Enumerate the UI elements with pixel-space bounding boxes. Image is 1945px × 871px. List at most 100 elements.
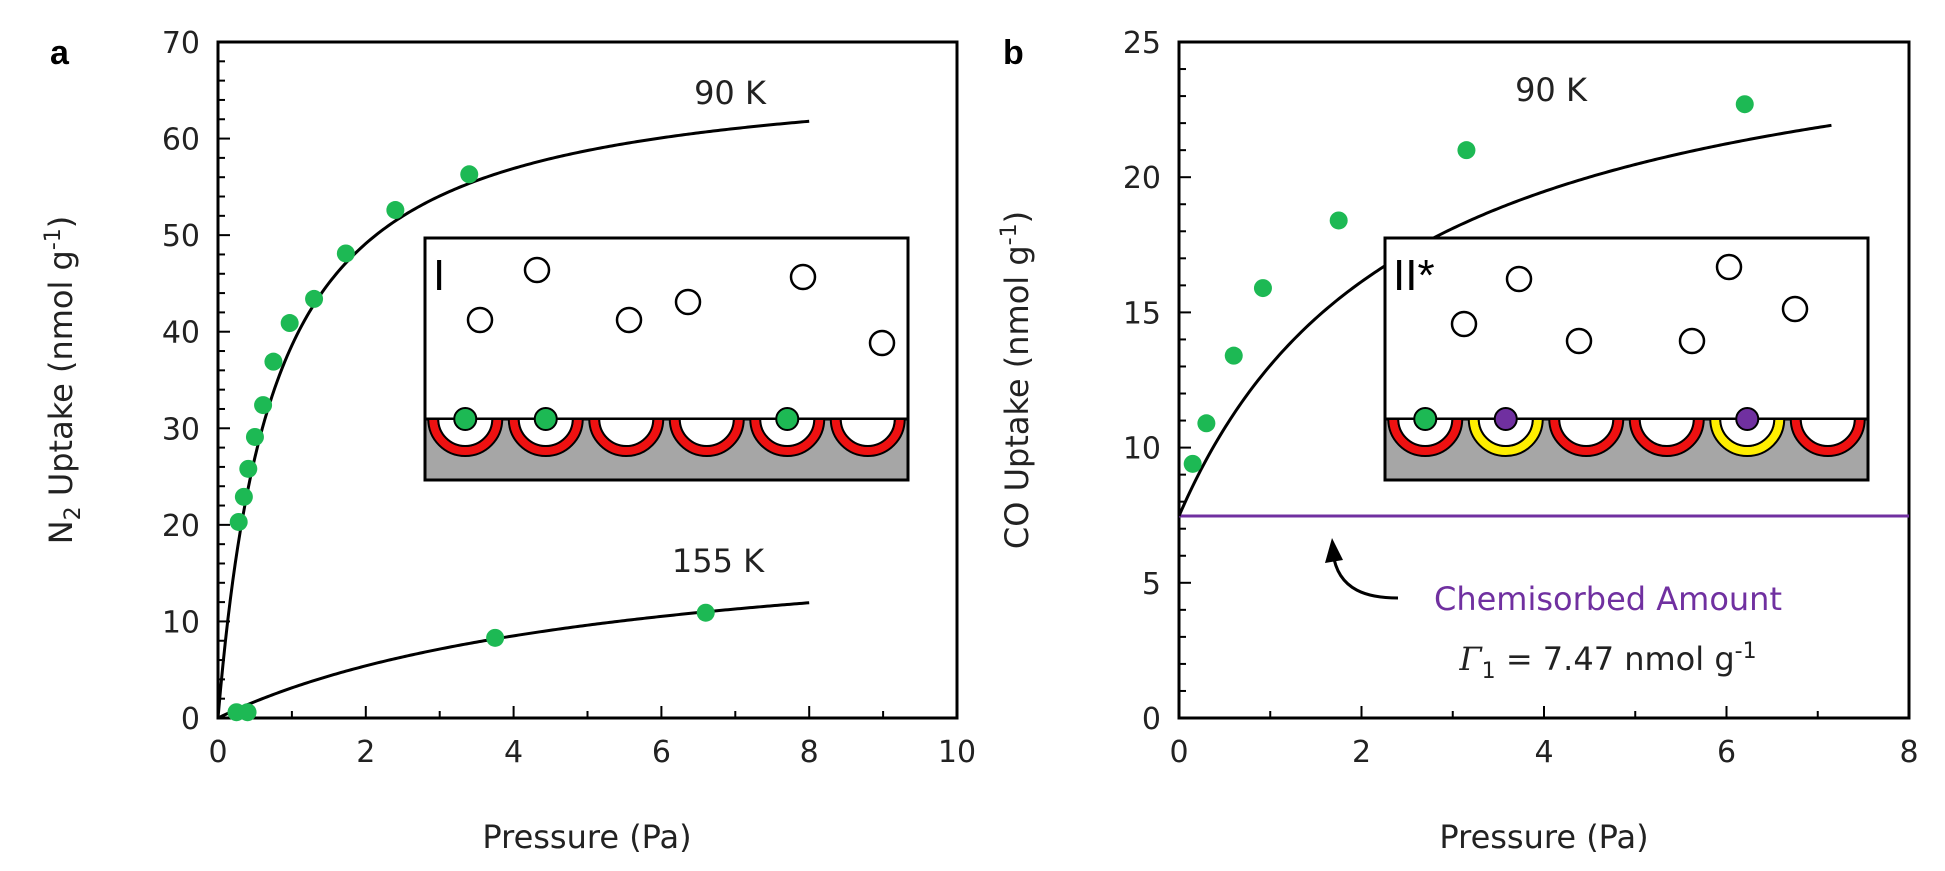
gas-molecule xyxy=(868,329,896,357)
x-tick-label: 6 xyxy=(652,735,671,770)
gas-molecule xyxy=(1715,253,1743,281)
x-tick-label: 4 xyxy=(1534,735,1553,770)
gas-molecule xyxy=(615,306,643,334)
bound-molecule xyxy=(1735,407,1760,431)
chemisorbed-amount-value: Γ1 = 7.47 nmol g-1 xyxy=(1458,639,1756,684)
data-point xyxy=(1224,346,1243,365)
gas-molecule xyxy=(1678,327,1706,355)
y-tick-label: 10 xyxy=(162,605,200,640)
y-tick-label: 10 xyxy=(1123,432,1161,467)
data-point xyxy=(1457,141,1476,160)
site-cavity xyxy=(1558,418,1615,447)
data-point xyxy=(336,244,355,263)
y-tick-label: 60 xyxy=(162,123,200,158)
y-tick-label: 20 xyxy=(1123,161,1161,196)
data-point xyxy=(264,352,283,371)
site-cavity xyxy=(437,418,494,447)
panel-b: b 0 2 4 6 8 0 5 10 15 20 25 Pressure (Pa) CO Uptak… xyxy=(997,26,1919,856)
gas-molecule xyxy=(674,288,702,316)
x-tick-label: 0 xyxy=(1169,735,1188,770)
data-point xyxy=(460,165,479,184)
y-tick-label: 5 xyxy=(1142,567,1161,602)
data-point xyxy=(1197,414,1216,433)
gas-molecule xyxy=(1450,310,1478,338)
bound-molecule xyxy=(1493,407,1518,431)
bound-molecule xyxy=(1413,407,1438,431)
gas-molecule xyxy=(1781,295,1809,323)
site-cavity xyxy=(1638,418,1695,447)
data-point xyxy=(238,703,257,722)
x-tick-label: 0 xyxy=(208,735,227,770)
y-tick-label: 25 xyxy=(1123,26,1161,61)
site-cavity xyxy=(1719,418,1776,447)
data-point xyxy=(239,459,258,478)
data-point xyxy=(280,314,299,333)
data-point xyxy=(1735,95,1754,114)
panel-b-fit-curves xyxy=(1177,123,1832,517)
gas-molecule xyxy=(789,263,817,291)
y-tick-label: 50 xyxy=(162,219,200,254)
site-cavity xyxy=(517,418,574,447)
inset-b-sites xyxy=(1387,407,1866,457)
inset-a-border xyxy=(423,236,910,482)
x-tick-label: 2 xyxy=(1352,735,1371,770)
annotation-arrow xyxy=(1331,552,1399,600)
y-tick-label: 0 xyxy=(181,702,200,737)
data-point xyxy=(1329,211,1348,230)
panel-b-axes: 0 2 4 6 8 0 5 10 15 20 25 xyxy=(1123,26,1919,770)
panel-a-axes: 0 2 4 6 8 10 0 10 20 30 40 50 60 70 xyxy=(162,26,976,770)
y-tick-label: 40 xyxy=(162,316,200,351)
y-tick-label: 70 xyxy=(162,26,200,61)
series-label-co-90k: 90 K xyxy=(1515,71,1588,109)
inset-b-label: II* xyxy=(1393,251,1435,300)
panel-a-inset-schematic: I xyxy=(423,236,910,482)
data-point xyxy=(1253,279,1272,298)
panel-a-letter: a xyxy=(50,34,70,72)
annotation-arrowhead xyxy=(1325,538,1343,563)
x-tick-label: 10 xyxy=(938,735,976,770)
data-point xyxy=(234,487,253,506)
panel-a-y-axis-title: N2 Uptake (nmol g-1) xyxy=(41,216,86,545)
y-tick-label: 20 xyxy=(162,509,200,544)
data-point xyxy=(305,289,324,308)
panel-b-y-axis-title: CO Uptake (nmol g-1) xyxy=(997,211,1036,549)
inset-a-gas-molecules xyxy=(466,256,896,357)
inset-a-sites xyxy=(427,407,906,457)
data-point xyxy=(229,512,248,531)
site-cavity xyxy=(759,418,816,447)
panel-a-data-points xyxy=(227,165,715,722)
x-tick-label: 6 xyxy=(1717,735,1736,770)
series-label-155k: 155 K xyxy=(672,542,765,580)
inset-a-surface xyxy=(425,419,908,480)
y-tick-label: 15 xyxy=(1123,296,1161,331)
x-tick-label: 4 xyxy=(504,735,523,770)
site-cavity xyxy=(598,418,655,447)
gas-molecule xyxy=(1505,265,1533,293)
chemisorbed-amount-title: Chemisorbed Amount xyxy=(1434,580,1782,618)
site-cavity xyxy=(678,418,735,447)
fit-curve-0 xyxy=(1177,123,1832,517)
panel-b-letter: b xyxy=(1003,34,1024,72)
bound-molecule xyxy=(533,407,558,431)
y-tick-label: 0 xyxy=(1142,702,1161,737)
inset-b-surface xyxy=(1385,419,1868,480)
y-tick-label: 30 xyxy=(162,412,200,447)
panel-a: a 0 2 4 6 8 10 0 10 20 30 40 50 60 70 Pressure (Pa) N… xyxy=(41,26,976,856)
site-cavity xyxy=(1799,418,1856,447)
x-tick-label: 8 xyxy=(1899,735,1918,770)
gas-molecule xyxy=(466,306,494,334)
panel-b-inset-schematic: II* xyxy=(1383,236,1870,482)
panel-b-data-points xyxy=(1183,95,1754,473)
panel-b-x-axis-title: Pressure (Pa) xyxy=(1439,818,1648,856)
fit-curve-1 xyxy=(217,601,810,720)
data-point xyxy=(696,603,715,622)
data-point xyxy=(1183,454,1202,473)
data-point xyxy=(245,427,264,446)
bound-molecule xyxy=(775,407,800,431)
site-cavity xyxy=(1397,418,1454,447)
gas-molecule xyxy=(523,256,551,284)
site-cavity xyxy=(1477,418,1534,447)
gas-molecule xyxy=(1565,327,1593,355)
series-label-90k: 90 K xyxy=(694,74,767,112)
